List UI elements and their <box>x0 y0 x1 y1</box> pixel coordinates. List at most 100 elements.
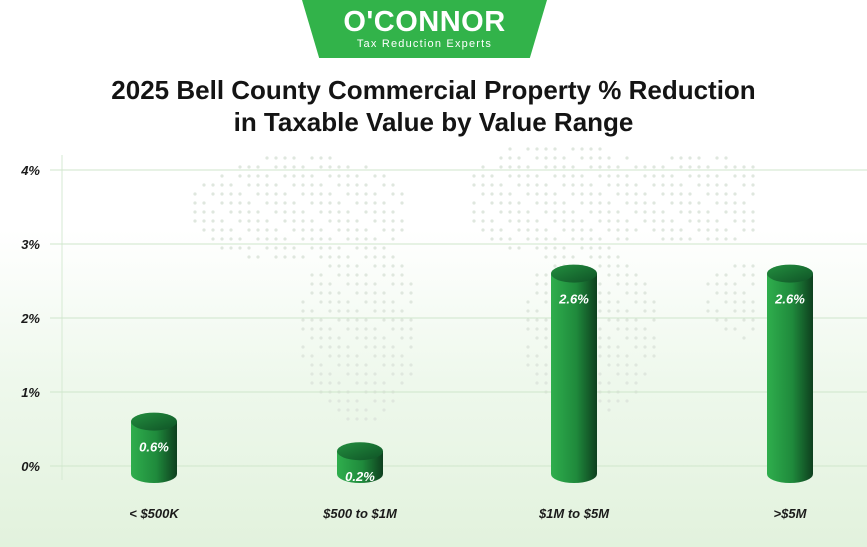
map-dot <box>382 408 386 412</box>
map-dot <box>715 174 719 178</box>
map-dot <box>562 246 566 250</box>
map-dot <box>256 174 260 178</box>
map-dot <box>643 192 647 196</box>
map-dot <box>517 183 521 187</box>
map-dot <box>751 183 755 187</box>
map-dot <box>535 156 539 160</box>
map-dot <box>319 210 323 214</box>
map-dot <box>202 183 206 187</box>
map-dot <box>553 210 557 214</box>
map-dot <box>508 165 512 169</box>
map-dot <box>490 174 494 178</box>
map-dot <box>346 228 350 232</box>
map-dot <box>220 219 224 223</box>
map-dot <box>526 147 530 151</box>
map-dot <box>373 282 377 286</box>
map-dot <box>391 300 395 304</box>
map-dot <box>742 336 746 340</box>
map-dot <box>607 219 611 223</box>
map-dot <box>400 282 404 286</box>
map-dot <box>301 354 305 358</box>
y-tick-label: 4% <box>20 163 40 178</box>
map-dot <box>589 237 593 241</box>
map-dot <box>553 264 557 268</box>
map-dot <box>670 174 674 178</box>
map-dot <box>346 183 350 187</box>
map-dot <box>337 291 341 295</box>
map-dot <box>661 237 665 241</box>
map-dot <box>328 219 332 223</box>
map-dot <box>247 246 251 250</box>
map-dot <box>715 228 719 232</box>
map-dot <box>643 327 647 331</box>
map-dot <box>571 237 575 241</box>
map-dot <box>310 309 314 313</box>
map-dot <box>373 246 377 250</box>
map-dot <box>346 210 350 214</box>
map-dot <box>364 246 368 250</box>
map-dot <box>652 336 656 340</box>
map-dot <box>652 345 656 349</box>
map-dot <box>337 399 341 403</box>
map-dot <box>301 192 305 196</box>
map-dot <box>400 381 404 385</box>
map-dot <box>544 381 548 385</box>
map-dot <box>319 282 323 286</box>
map-dot <box>643 165 647 169</box>
map-dot <box>625 264 629 268</box>
map-dot <box>364 336 368 340</box>
map-dot <box>652 210 656 214</box>
map-dot <box>715 309 719 313</box>
map-dot <box>328 201 332 205</box>
map-dot <box>616 363 620 367</box>
map-dot <box>373 237 377 241</box>
map-dot <box>310 246 314 250</box>
map-dot <box>319 237 323 241</box>
map-dot <box>337 219 341 223</box>
map-dot <box>607 309 611 313</box>
map-dot <box>688 174 692 178</box>
map-dot <box>238 210 242 214</box>
map-dot <box>346 165 350 169</box>
map-dot <box>391 273 395 277</box>
map-dot <box>553 165 557 169</box>
data-label: 2.6% <box>774 292 805 307</box>
map-dot <box>220 174 224 178</box>
map-dot <box>634 381 638 385</box>
map-dot <box>364 237 368 241</box>
map-dot <box>328 210 332 214</box>
map-dot <box>607 246 611 250</box>
map-dot <box>265 183 269 187</box>
map-dot <box>319 228 323 232</box>
map-dot <box>715 183 719 187</box>
bar <box>767 264 813 483</box>
map-dot <box>571 219 575 223</box>
map-dot <box>481 183 485 187</box>
map-dot <box>544 372 548 376</box>
map-dot <box>364 210 368 214</box>
grid-lines <box>50 155 867 480</box>
map-dot <box>715 156 719 160</box>
map-dot <box>697 219 701 223</box>
map-dot <box>310 291 314 295</box>
map-dot <box>400 309 404 313</box>
map-dot <box>589 246 593 250</box>
map-dot <box>256 219 260 223</box>
map-dot <box>598 309 602 313</box>
map-dot <box>571 210 575 214</box>
map-dot <box>193 210 197 214</box>
map-dot <box>589 228 593 232</box>
map-dot <box>373 174 377 178</box>
map-dot <box>544 363 548 367</box>
map-dot <box>382 255 386 259</box>
map-dot <box>283 237 287 241</box>
map-dot <box>364 255 368 259</box>
map-dot <box>328 354 332 358</box>
map-dot <box>616 183 620 187</box>
map-dot <box>229 228 233 232</box>
map-dot <box>535 183 539 187</box>
map-dot <box>337 246 341 250</box>
map-dot <box>643 282 647 286</box>
bar-top <box>551 264 597 283</box>
